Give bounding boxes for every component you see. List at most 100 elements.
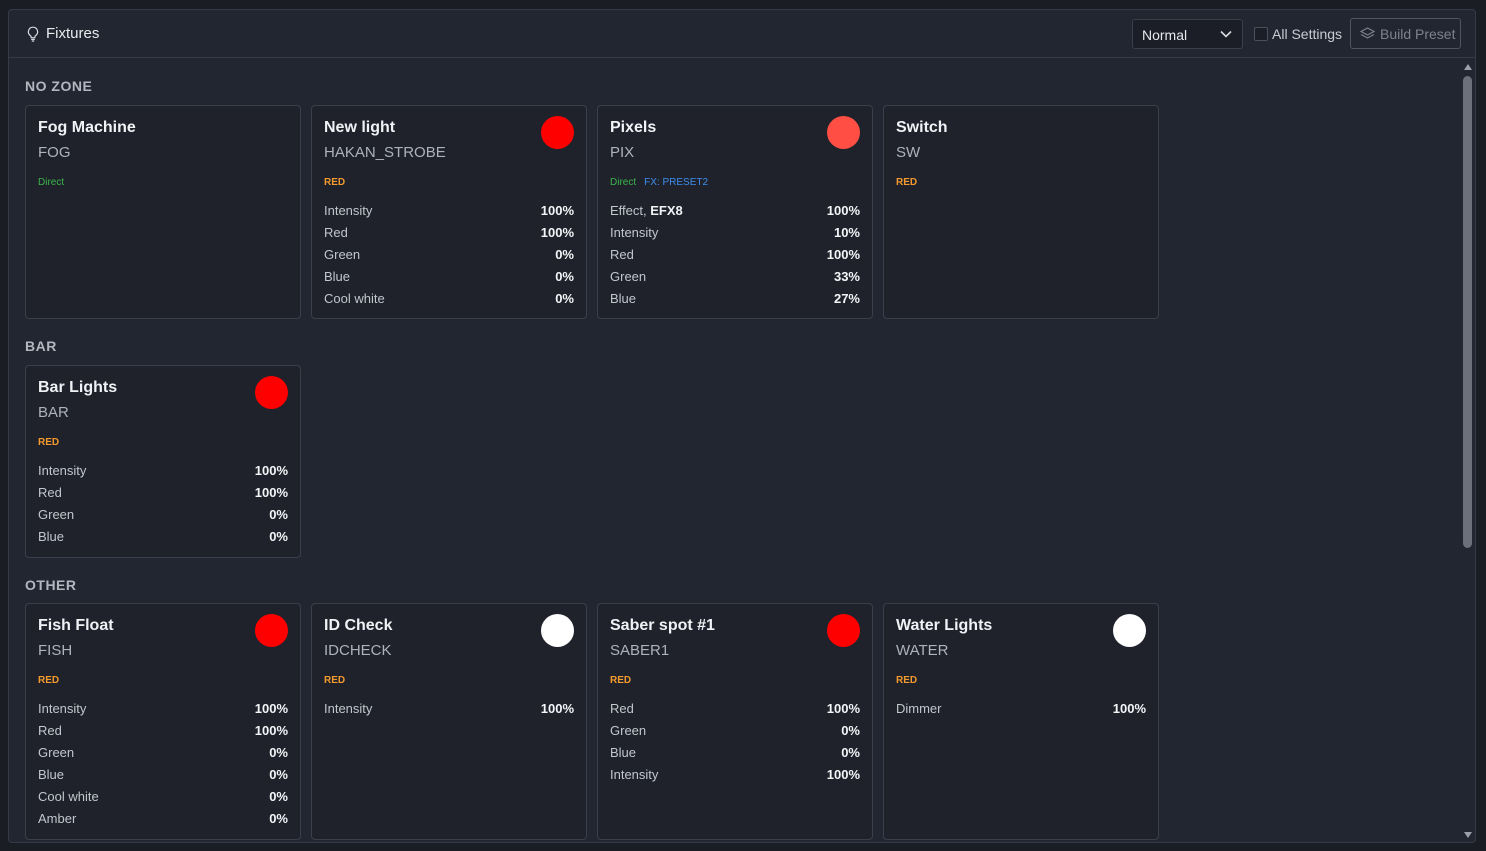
attribute-label: Red [38, 485, 62, 500]
attribute-label-text: Effect, [610, 203, 651, 218]
vertical-scrollbar[interactable] [1460, 58, 1475, 842]
attribute-label: Effect, EFX8 [610, 203, 683, 218]
panel-header: Fixtures Normal All Settings Build Prese… [9, 10, 1475, 58]
attribute-row: Red 100% [38, 485, 288, 507]
attribute-row: Red 100% [610, 701, 860, 723]
attribute-label: Intensity [324, 701, 372, 716]
attribute-row: Red 100% [324, 225, 574, 247]
fixture-name: Fog Machine [38, 119, 136, 136]
attribute-row: Intensity 100% [38, 463, 288, 485]
fixture-card[interactable]: Pixels PIX Direct FX: PRESET2 Effect, EFX8 10… [597, 105, 873, 319]
fixture-tags: Direct [38, 177, 64, 188]
fixture-card[interactable]: Fish Float FISH RED Intensity 100% Red 100% Gre… [25, 603, 301, 840]
attribute-label-text: Green [38, 745, 75, 760]
fixture-card[interactable]: Bar Lights BAR RED Intensity 100% Red 100% Gree… [25, 365, 301, 558]
attribute-row: Cool white 0% [38, 789, 288, 811]
zone-title: NO ZONE [25, 78, 93, 94]
color-swatch[interactable] [1113, 614, 1146, 647]
fixtures-panel: Fixtures Normal All Settings Build Prese… [8, 9, 1476, 843]
color-swatch[interactable] [255, 614, 288, 647]
attribute-value: 100% [826, 203, 860, 218]
fixture-tags: RED [324, 177, 345, 188]
fixture-name: Switch [896, 119, 948, 136]
all-settings-checkbox[interactable] [1254, 27, 1268, 41]
fixture-tags: RED [610, 675, 631, 686]
attribute-label: Intensity [324, 203, 372, 218]
fixture-tags: RED [38, 437, 59, 448]
attribute-row: Red 100% [38, 723, 288, 745]
attribute-value: 100% [540, 203, 574, 218]
mode-select[interactable]: Normal [1132, 19, 1243, 49]
fixture-card[interactable]: Fog Machine FOG Direct [25, 105, 301, 319]
fixture-attributes: Effect, EFX8 100% Intensity 10% Red 100% Green… [610, 203, 860, 313]
attribute-label-text: Green [610, 269, 647, 284]
attribute-label-text: Intensity [324, 203, 373, 218]
scroll-down-arrow-icon[interactable] [1464, 832, 1472, 838]
attribute-value: 33% [833, 269, 860, 284]
fixture-name: Bar Lights [38, 379, 118, 396]
attribute-row: Intensity 100% [324, 203, 574, 225]
attribute-row: Intensity 100% [610, 767, 860, 789]
attribute-row: Intensity 100% [324, 701, 574, 723]
attribute-label: Red [610, 701, 634, 716]
all-settings-label: All Settings [1272, 26, 1343, 42]
attribute-label: Green [38, 745, 74, 760]
attribute-row: Intensity 10% [610, 225, 860, 247]
fixture-card[interactable]: Switch SW RED [883, 105, 1159, 319]
attribute-row: Dimmer 100% [896, 701, 1146, 723]
attribute-value: 0% [841, 723, 860, 738]
color-swatch[interactable] [541, 116, 574, 149]
attribute-value: 0% [269, 507, 288, 522]
fixture-card[interactable]: New light HAKAN_STROBE RED Intensity 100% Red… [311, 105, 587, 319]
attribute-row: Green 33% [610, 269, 860, 291]
fixture-code: SABER1 [610, 642, 670, 659]
color-swatch[interactable] [827, 116, 860, 149]
attribute-row: Green 0% [324, 247, 574, 269]
scroll-up-arrow-icon[interactable] [1464, 64, 1472, 70]
fixture-attributes: Intensity 100% Red 100% Green 0% Blue 0% [38, 463, 288, 551]
fixture-card[interactable]: ID Check IDCHECK RED Intensity 100% [311, 603, 587, 840]
attribute-value: 0% [269, 745, 288, 760]
attribute-value: 100% [254, 701, 288, 716]
attribute-label: Green [610, 723, 646, 738]
attribute-label-text: Amber [38, 811, 77, 826]
fixture-card[interactable]: Saber spot #1 SABER1 RED Red 100% Green 0% Blue… [597, 603, 873, 840]
attribute-label-text: Red [324, 225, 348, 240]
fixture-attributes: Intensity 100% Red 100% Green 0% Blue 0% Cool wh… [38, 701, 288, 833]
fixture-code: IDCHECK [324, 642, 392, 659]
zone-title: BAR [25, 338, 57, 354]
attribute-row: Effect, EFX8 100% [610, 203, 860, 225]
attribute-row: Green 0% [38, 507, 288, 529]
attribute-label-text: Blue [610, 291, 637, 306]
attribute-value: 100% [540, 701, 574, 716]
attribute-row: Intensity 100% [38, 701, 288, 723]
fixture-name: Saber spot #1 [610, 617, 715, 634]
fixture-card[interactable]: Water Lights WATER RED Dimmer 100% [883, 603, 1159, 840]
fixture-code: WATER [896, 642, 949, 659]
color-preset-tag: RED [610, 675, 632, 686]
attribute-label: Red [38, 723, 62, 738]
fixture-code: SW [896, 144, 921, 161]
attribute-value: 0% [555, 291, 574, 306]
color-preset-tag: RED [38, 437, 60, 448]
attribute-label: Blue [610, 745, 636, 760]
attribute-label-text: Green [610, 723, 647, 738]
fixture-tags: RED [896, 177, 917, 188]
color-swatch[interactable] [827, 614, 860, 647]
color-swatch[interactable] [541, 614, 574, 647]
attribute-label-text: Intensity [38, 463, 87, 478]
attribute-value: 0% [269, 811, 288, 826]
attribute-label: Blue [38, 767, 64, 782]
color-swatch[interactable] [255, 376, 288, 409]
attribute-row: Green 0% [38, 745, 288, 767]
attribute-value: 0% [269, 529, 288, 544]
color-preset-tag: RED [324, 177, 346, 188]
color-preset-tag: RED [896, 177, 918, 188]
attribute-label-text: Green [324, 247, 361, 262]
scroll-thumb[interactable] [1463, 76, 1472, 548]
fixture-name: ID Check [324, 617, 393, 634]
attribute-label-text: Red [610, 247, 634, 262]
attribute-value: 100% [1112, 701, 1146, 716]
build-preset-button[interactable]: Build Preset [1350, 18, 1461, 49]
layers-icon [1360, 27, 1375, 39]
